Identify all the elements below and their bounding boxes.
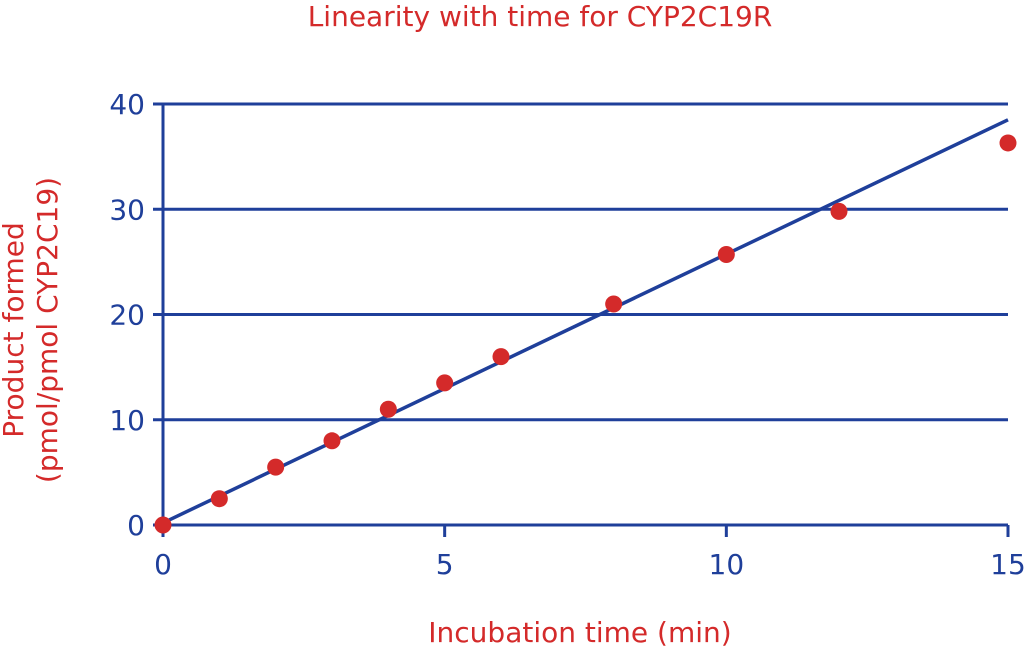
- data-point-0-9: [830, 202, 848, 220]
- data-point-0-6: [492, 348, 510, 366]
- chart-title: Linearity with time for CYP2C19R: [308, 0, 773, 33]
- data-point-0-10: [999, 134, 1017, 152]
- data-point-0-3: [323, 432, 341, 450]
- y-axis-title-line-1: Product formed: [0, 222, 30, 438]
- y-axis-title: Product formed (pmol/pmol CYP2C19): [0, 177, 64, 483]
- x-tick-label-10: 10: [709, 548, 745, 581]
- data-point-0-1: [210, 490, 228, 508]
- grid-layer: [163, 102, 1008, 422]
- data-point-0-8: [717, 246, 735, 264]
- trend-layer: [162, 118, 1009, 525]
- trendline: [162, 118, 1009, 525]
- y-tick-label-10: 10: [109, 404, 145, 437]
- data-point-0-4: [379, 400, 397, 418]
- y-tick-label-20: 20: [109, 299, 145, 332]
- data-point-0-0: [154, 516, 172, 534]
- y-tick-label-40: 40: [109, 88, 145, 121]
- data-point-0-7: [605, 295, 623, 313]
- y-tick-label-30: 30: [109, 193, 145, 226]
- x-tick-label-15: 15: [990, 548, 1024, 581]
- x-axis-title: Incubation time (min): [428, 616, 731, 649]
- x-tick-label-0: 0: [154, 548, 172, 581]
- y-tick-label-0: 0: [127, 509, 145, 542]
- tick-layer: 0 10 20 30 40 0 5 10 15: [109, 88, 1024, 581]
- data-point-0-2: [267, 458, 285, 476]
- x-tick-label-5: 5: [436, 548, 454, 581]
- point-layer: [154, 134, 1017, 534]
- y-axis-title-line-2: (pmol/pmol CYP2C19): [31, 177, 64, 483]
- data-point-0-5: [436, 374, 454, 392]
